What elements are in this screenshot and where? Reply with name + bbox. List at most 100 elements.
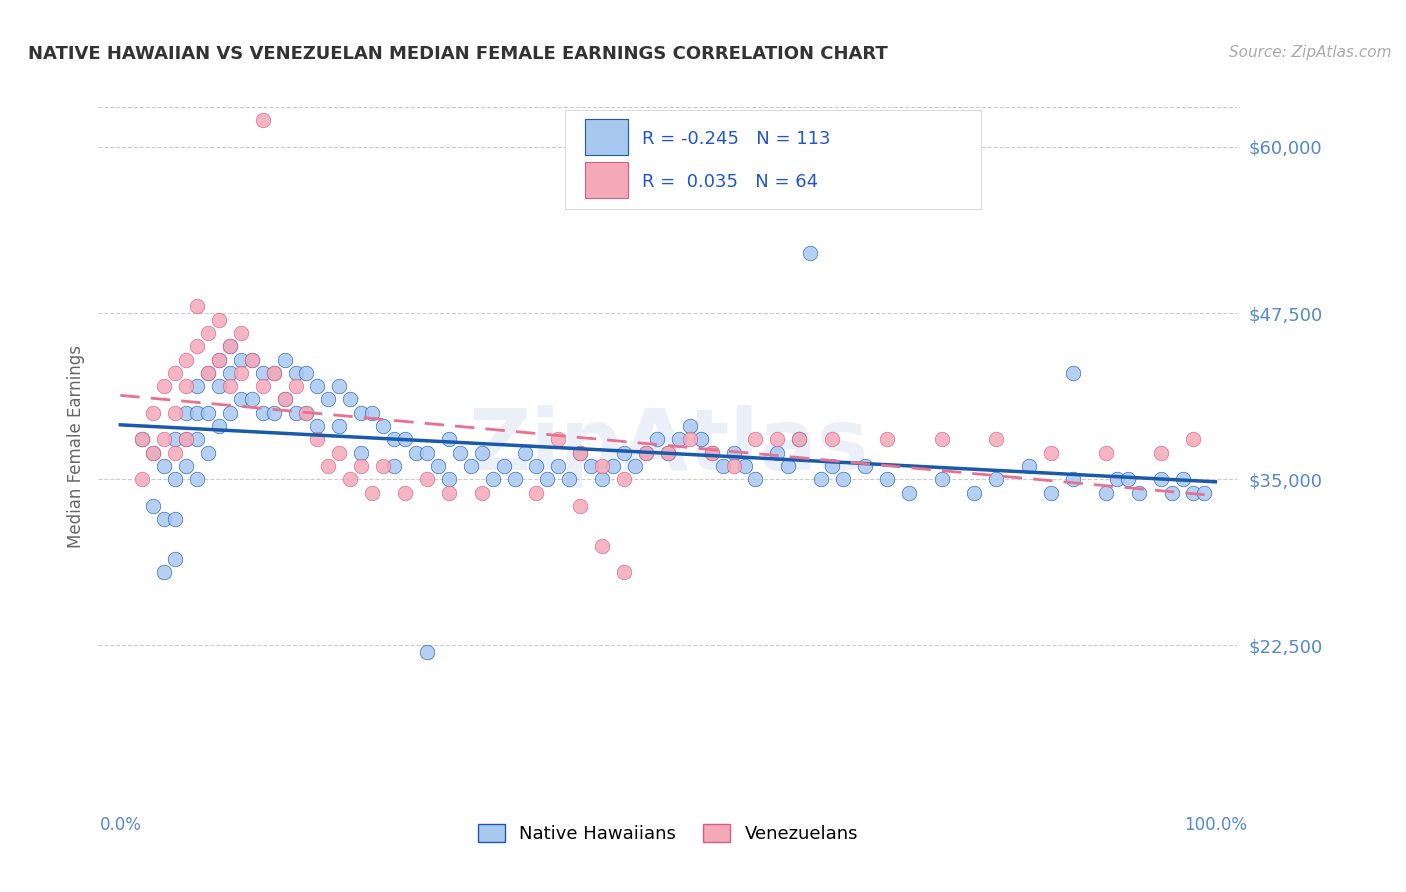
Point — [229, 352, 252, 367]
Point — [153, 566, 176, 580]
Point — [1128, 485, 1150, 500]
Point — [131, 433, 153, 447]
Point — [318, 458, 340, 473]
Point — [569, 445, 592, 459]
Point — [634, 445, 657, 459]
Point — [295, 406, 318, 420]
Point — [350, 445, 373, 459]
Point — [328, 445, 350, 459]
FancyBboxPatch shape — [585, 119, 628, 155]
Point — [153, 458, 176, 473]
Point — [218, 339, 240, 353]
Point — [131, 433, 153, 447]
Point — [1182, 433, 1205, 447]
Point — [229, 326, 252, 340]
Point — [897, 485, 920, 500]
Point — [153, 379, 176, 393]
Point — [131, 472, 153, 486]
Point — [1116, 472, 1139, 486]
Point — [165, 366, 187, 380]
Point — [307, 379, 329, 393]
Point — [766, 445, 789, 459]
Point — [165, 472, 187, 486]
Point — [208, 352, 231, 367]
Point — [547, 433, 569, 447]
Text: R =  0.035   N = 64: R = 0.035 N = 64 — [641, 173, 818, 192]
Point — [240, 352, 263, 367]
Point — [821, 433, 844, 447]
Point — [1040, 445, 1063, 459]
Point — [328, 419, 350, 434]
Point — [142, 406, 165, 420]
Point — [437, 485, 460, 500]
Point — [810, 472, 832, 486]
Point — [350, 458, 373, 473]
Point — [1149, 472, 1171, 486]
Point — [361, 485, 384, 500]
Point — [437, 472, 460, 486]
Point — [295, 366, 318, 380]
Point — [526, 485, 548, 500]
Point — [252, 406, 274, 420]
Point — [273, 392, 295, 407]
Point — [624, 458, 647, 473]
Point — [1194, 485, 1216, 500]
Point — [711, 458, 734, 473]
Point — [492, 458, 515, 473]
Text: 0.0%: 0.0% — [100, 815, 141, 833]
Point — [799, 246, 821, 260]
Point — [186, 379, 208, 393]
Point — [821, 458, 844, 473]
Point — [876, 472, 898, 486]
Point — [382, 458, 405, 473]
Point — [778, 458, 800, 473]
Point — [449, 445, 471, 459]
Point — [416, 645, 439, 659]
Point — [339, 392, 361, 407]
Point — [197, 326, 219, 340]
Point — [197, 445, 219, 459]
Point — [361, 406, 384, 420]
Point — [700, 445, 723, 459]
Point — [382, 433, 405, 447]
Point — [318, 392, 340, 407]
FancyBboxPatch shape — [585, 162, 628, 198]
Point — [208, 352, 231, 367]
Point — [186, 406, 208, 420]
Text: R = -0.245   N = 113: R = -0.245 N = 113 — [641, 129, 830, 147]
Point — [481, 472, 503, 486]
Point — [153, 433, 176, 447]
Point — [186, 300, 208, 314]
Point — [284, 406, 307, 420]
Point — [142, 445, 165, 459]
Point — [657, 445, 679, 459]
Point — [613, 472, 636, 486]
Point — [186, 472, 208, 486]
Point — [526, 458, 548, 473]
Point — [307, 433, 329, 447]
Point — [1171, 472, 1194, 486]
Text: NATIVE HAWAIIAN VS VENEZUELAN MEDIAN FEMALE EARNINGS CORRELATION CHART: NATIVE HAWAIIAN VS VENEZUELAN MEDIAN FEM… — [28, 45, 887, 62]
Point — [986, 433, 1008, 447]
Point — [679, 419, 702, 434]
Point — [700, 445, 723, 459]
Point — [307, 419, 329, 434]
Point — [186, 339, 208, 353]
Point — [1062, 472, 1084, 486]
Point — [229, 366, 252, 380]
Point — [547, 458, 569, 473]
Point — [295, 406, 318, 420]
Point — [744, 433, 766, 447]
Point — [263, 366, 285, 380]
Point — [986, 472, 1008, 486]
FancyBboxPatch shape — [565, 111, 981, 209]
Point — [339, 472, 361, 486]
Point — [197, 366, 219, 380]
Point — [416, 445, 439, 459]
Point — [197, 406, 219, 420]
Point — [153, 512, 176, 526]
Point — [668, 433, 690, 447]
Point — [723, 458, 745, 473]
Point — [591, 472, 613, 486]
Point — [229, 392, 252, 407]
